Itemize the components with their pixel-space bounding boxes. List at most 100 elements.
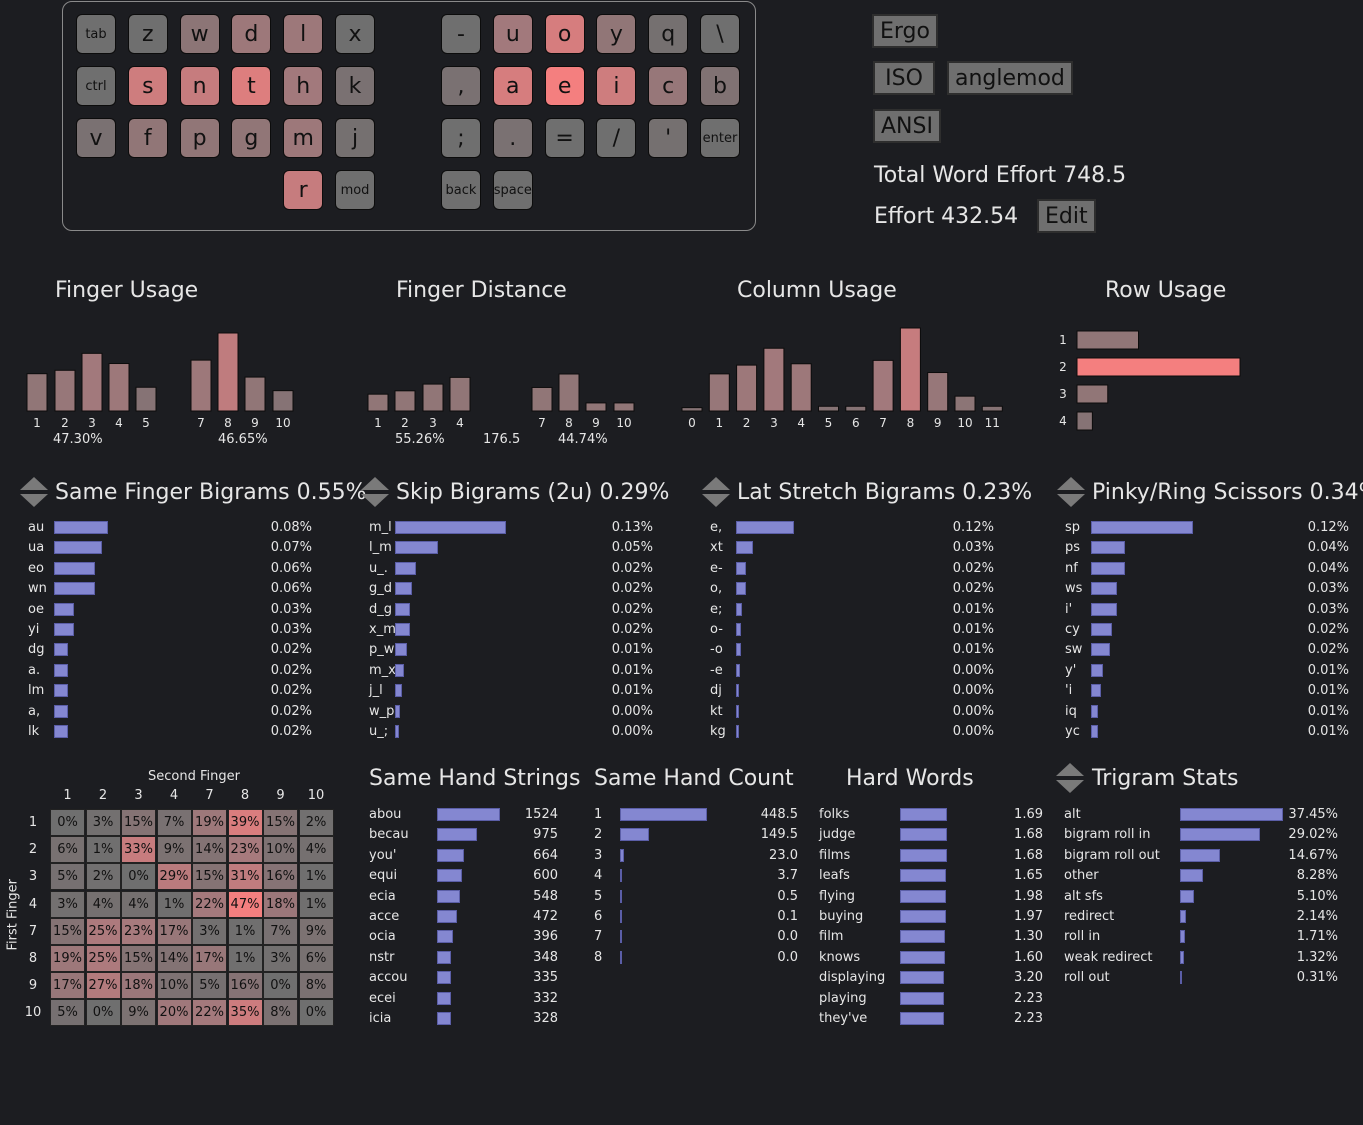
key-u[interactable]: u: [492, 14, 533, 54]
key-y[interactable]: y: [596, 14, 637, 54]
heatmap-cell: 1%: [227, 917, 263, 945]
key-n[interactable]: n: [179, 66, 220, 106]
list-label: buying: [819, 909, 864, 924]
bigram-percent: 0.02%: [611, 560, 653, 576]
bigram-label: o,: [710, 581, 723, 597]
list-bar: [437, 828, 478, 842]
sort-toggle-icon[interactable]: [360, 475, 390, 509]
key-b[interactable]: b: [700, 66, 740, 106]
list-label: roll in: [1064, 929, 1101, 945]
bigram-table-title: Same Finger Bigrams 0.55%: [55, 480, 367, 505]
column-usage-tick: 6: [852, 416, 860, 430]
key-i[interactable]: i: [596, 66, 637, 106]
key-z[interactable]: z: [127, 14, 168, 54]
key-symr14[interactable]: =: [544, 118, 585, 158]
key-enter[interactable]: enter: [700, 118, 740, 158]
list-title: Same Hand Count: [594, 766, 794, 791]
key-ctrl[interactable]: ctrl: [76, 66, 116, 106]
list-value: 0.5: [777, 888, 798, 904]
heatmap-row-label: 1: [28, 815, 38, 830]
bigram-bar: [736, 643, 741, 657]
heatmap-cell: 15%: [50, 917, 85, 945]
heatmap-cell: 15%: [121, 809, 156, 836]
bigram-percent: 0.02%: [270, 724, 312, 739]
key-a[interactable]: a: [492, 66, 533, 106]
list-bar: [1180, 848, 1221, 862]
key-symr0[interactable]: -: [441, 14, 481, 54]
finger-usage-bar: [26, 373, 48, 412]
key-back[interactable]: back: [441, 170, 481, 210]
anglemod-button[interactable]: anglemod: [947, 61, 1073, 95]
bigram-bar: [1091, 684, 1102, 698]
column-usage-bar: [681, 407, 703, 412]
key-w[interactable]: w: [179, 14, 220, 54]
key-k[interactable]: k: [335, 66, 375, 106]
key-symr6[interactable]: ,: [441, 66, 481, 106]
heatmap-cell: 7%: [263, 917, 298, 945]
key-space[interactable]: space: [492, 170, 533, 210]
bigram-percent: 0.13%: [611, 520, 653, 535]
list-value: 0.31%: [1296, 970, 1338, 986]
key-g[interactable]: g: [231, 118, 272, 158]
iso-button[interactable]: ISO: [873, 61, 935, 95]
key-t[interactable]: t: [231, 66, 272, 106]
key-symr16[interactable]: ': [648, 118, 689, 158]
list-bar: [1180, 950, 1184, 964]
list-value: 0.1: [777, 909, 798, 924]
bigram-bar: [395, 663, 404, 677]
heatmap-cell: 33%: [121, 836, 156, 864]
key-l[interactable]: l: [283, 14, 324, 54]
key-r[interactable]: r: [283, 170, 324, 210]
ergo-button[interactable]: Ergo: [872, 14, 938, 48]
bigram-bar: [395, 643, 407, 657]
key-symr13[interactable]: .: [492, 118, 533, 158]
column-usage-tick: 8: [907, 416, 915, 430]
key-mod[interactable]: mod: [335, 170, 375, 210]
list-value: 149.5: [760, 827, 798, 843]
key-x[interactable]: x: [335, 14, 375, 54]
key-o[interactable]: o: [544, 14, 585, 54]
finger-distance-tick: 3: [429, 416, 437, 430]
key-f[interactable]: f: [127, 118, 168, 158]
bigram-label: d_g: [369, 601, 393, 617]
list-label: alt: [1064, 807, 1081, 822]
key-symr12[interactable]: ;: [441, 118, 481, 158]
key-v[interactable]: v: [76, 118, 116, 158]
ansi-button[interactable]: ANSI: [873, 109, 941, 143]
key-tab[interactable]: tab: [76, 14, 116, 54]
key-e[interactable]: e: [544, 66, 585, 106]
edit-button[interactable]: Edit: [1037, 199, 1096, 233]
bigram-label: wn: [28, 581, 47, 597]
key-symr5[interactable]: \: [700, 14, 740, 54]
list-value: 472: [533, 909, 558, 924]
keyboard-panel: [62, 1, 756, 231]
list-bar: [620, 910, 622, 923]
bigram-label: kt: [710, 703, 723, 719]
key-q[interactable]: q: [648, 14, 689, 54]
key-m[interactable]: m: [283, 118, 324, 158]
key-symr15[interactable]: /: [596, 118, 637, 158]
bigram-bar: [54, 623, 75, 636]
column-usage-tick: 10: [957, 416, 972, 430]
key-d[interactable]: d: [231, 14, 272, 54]
key-j[interactable]: j: [335, 118, 375, 158]
bigram-bar: [54, 643, 68, 657]
bigram-label: p_w: [369, 642, 395, 658]
key-s[interactable]: s: [127, 66, 168, 106]
list-bar: [620, 930, 622, 944]
bigram-bar: [736, 704, 739, 718]
sort-toggle-icon[interactable]: [1055, 761, 1085, 795]
key-h[interactable]: h: [283, 66, 324, 106]
key-c[interactable]: c: [648, 66, 689, 106]
sort-toggle-icon[interactable]: [701, 475, 731, 509]
sort-toggle-icon[interactable]: [19, 475, 49, 509]
bigram-table-title: Pinky/Ring Scissors 0.34%: [1092, 480, 1363, 505]
sort-toggle-icon[interactable]: [1056, 475, 1086, 509]
list-value: 1.98: [1014, 888, 1043, 904]
list-label: alt sfs: [1064, 888, 1103, 904]
column-usage-tick: 2: [743, 416, 751, 430]
list-bar: [1180, 910, 1186, 923]
list-bar: [900, 910, 946, 923]
heatmap-cell: 0%: [50, 809, 85, 836]
key-p[interactable]: p: [179, 118, 220, 158]
